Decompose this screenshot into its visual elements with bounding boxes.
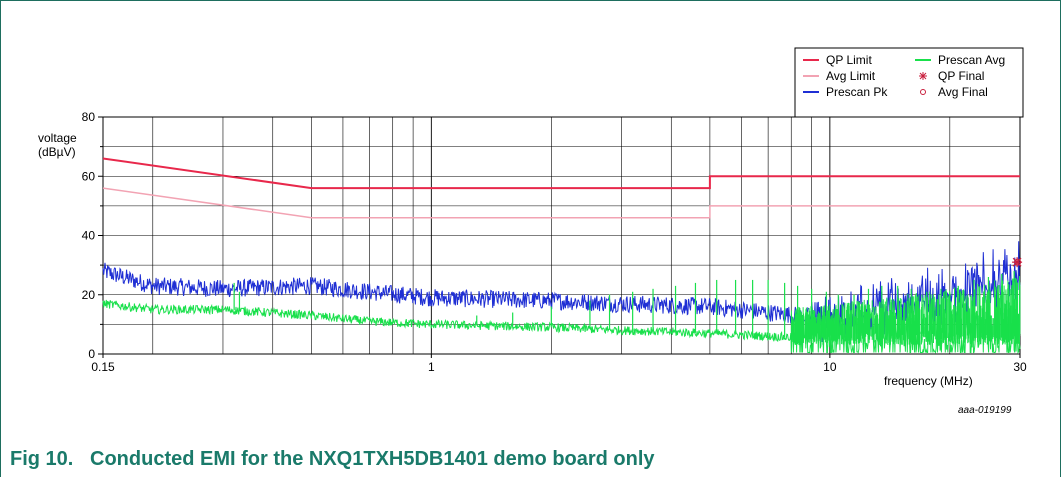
- emi-chart: 0 20 40 60 80 0.15 1 10 30 voltage (dBµV) freque…: [38, 47, 1027, 416]
- series-avg-limit: [102, 187, 1020, 219]
- legend-item: Prescan Pk: [803, 85, 888, 99]
- series-prescan-avg-trace: [102, 299, 1021, 354]
- y-tick-label: 20: [82, 288, 96, 302]
- legend-circle-icon: [920, 89, 926, 95]
- figure-id-annotation: aaa-019199: [958, 405, 1012, 416]
- legend-item: QP Final: [919, 69, 984, 83]
- legend-item: QP Limit: [803, 53, 872, 67]
- y-axis-label-line1: voltage: [38, 131, 77, 145]
- y-tick-label: 0: [88, 347, 95, 361]
- legend-label: Prescan Pk: [826, 85, 888, 99]
- legend-label: QP Final: [938, 69, 984, 83]
- axis-labels: voltage (dBµV) frequency (MHz) aaa-01919…: [38, 131, 1012, 416]
- x-tick-label: 10: [823, 360, 837, 374]
- legend-label: Prescan Avg: [938, 53, 1005, 67]
- y-tick-label: 60: [82, 169, 96, 183]
- series-layer: [102, 157, 1023, 354]
- figure-caption: Fig 10. Conducted EMI for the NXQ1TXH5DB…: [10, 448, 655, 470]
- legend-label: Avg Final: [938, 85, 988, 99]
- x-axis-label: frequency (MHz): [884, 374, 973, 388]
- x-tick-label: 30: [1013, 360, 1027, 374]
- x-tick-label: 1: [428, 360, 435, 374]
- legend: QP Limit Avg Limit Prescan Pk Prescan Avg QP…: [794, 47, 1024, 118]
- y-tick-label: 40: [82, 229, 96, 243]
- series-qp-limit: [102, 157, 1020, 190]
- legend-item: Avg Final: [920, 85, 988, 99]
- legend-label: Avg Limit: [826, 69, 876, 83]
- series-prescan-avg: [102, 271, 1021, 354]
- y-tick-label: 80: [82, 110, 96, 124]
- y-axis-label-line2: (dBµV): [38, 145, 76, 159]
- tick-layer: 0 20 40 60 80 0.15 1 10 30: [82, 110, 1027, 374]
- x-tick-label: 0.15: [91, 360, 115, 374]
- legend-box: [794, 47, 1024, 118]
- avg-final-marker: [1014, 258, 1022, 266]
- legend-label: QP Limit: [826, 53, 872, 67]
- legend-item: Prescan Avg: [915, 53, 1005, 67]
- legend-item: Avg Limit: [803, 69, 876, 83]
